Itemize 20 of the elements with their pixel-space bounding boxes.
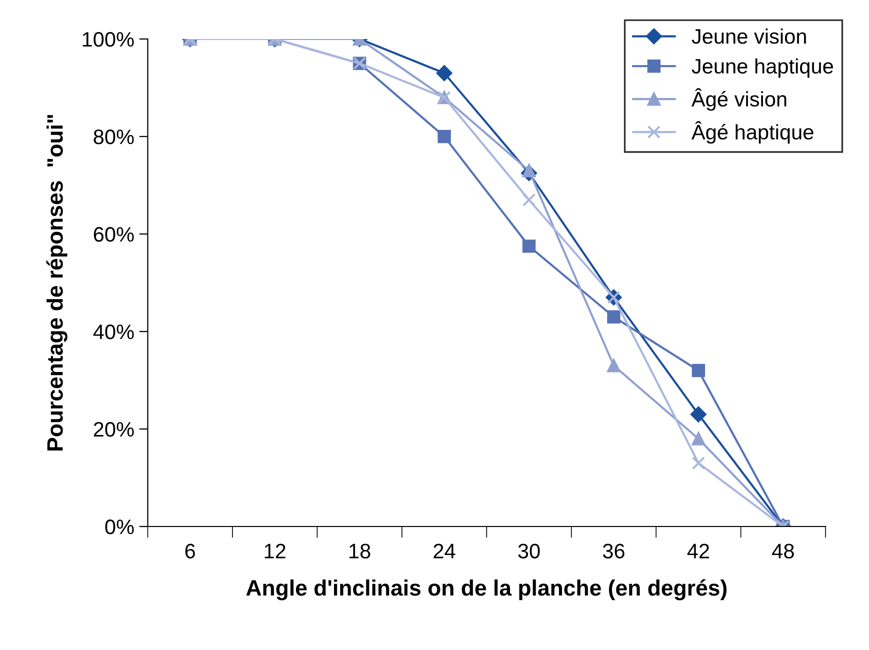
y-tick-label: 20% bbox=[94, 422, 134, 437]
x-tick-label: 24 bbox=[434, 544, 456, 558]
legend-label: Âgé haptique bbox=[691, 121, 814, 144]
y-tick-label: 40% bbox=[93, 324, 134, 340]
legend-label: Jeune haptique bbox=[692, 58, 833, 78]
x-axis-title: Angle d'inclinais on de la planche (en degrés) bbox=[246, 579, 727, 600]
x-tick-label: 18 bbox=[350, 544, 370, 558]
y-tick-label: 80% bbox=[94, 130, 134, 144]
x-tick-label: 36 bbox=[602, 544, 624, 558]
y-tick-label: 0% bbox=[105, 520, 134, 534]
y-tick-label: 60% bbox=[94, 227, 134, 242]
x-tick-label: 6 bbox=[185, 544, 195, 558]
x-tick-label: 30 bbox=[518, 544, 540, 558]
y-tick-label: 100% bbox=[82, 32, 134, 47]
legend-label: Âgé vision bbox=[691, 88, 786, 111]
x-tick-label: 12 bbox=[264, 544, 286, 558]
legend-label: Jeune vision bbox=[692, 28, 806, 44]
x-tick-label: 48 bbox=[772, 544, 794, 558]
x-tick-label: 42 bbox=[687, 544, 709, 558]
y-axis-title: Pourcentage de réponses "oui" bbox=[46, 114, 68, 450]
